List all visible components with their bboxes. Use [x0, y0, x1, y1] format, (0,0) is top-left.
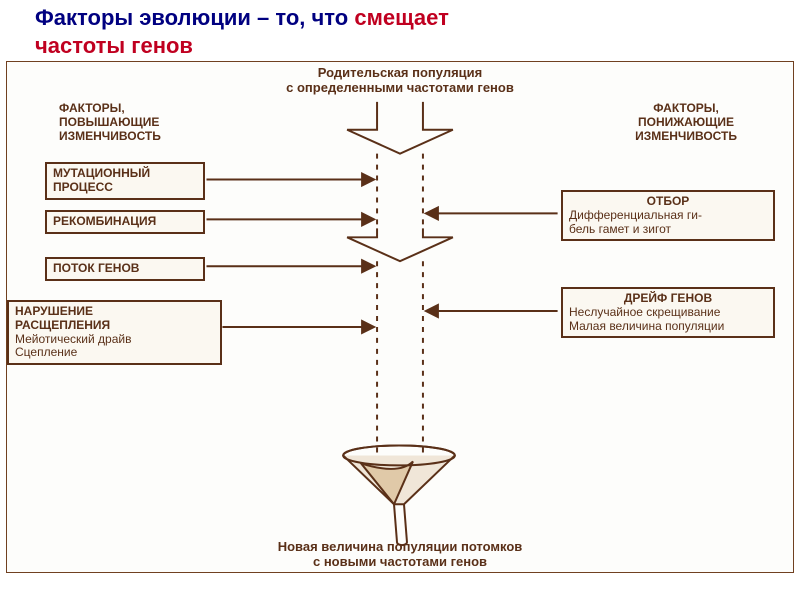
page-title: Факторы эволюции – то, что смещает часто…: [0, 0, 800, 61]
title-plain1: Факторы эволюции: [35, 5, 251, 30]
title-hl1: смещает: [354, 5, 449, 30]
bottom-caption-l2: с новыми частотами генов: [313, 554, 487, 569]
arrows-svg: [7, 62, 793, 572]
bottom-caption: Новая величина популяции потомков с новы…: [7, 540, 793, 570]
diagram-panel: Родительская популяция с определенными ч…: [6, 61, 794, 573]
title-dash: – то, что: [251, 5, 354, 30]
title-hl2: частоты генов: [35, 33, 193, 58]
bottom-caption-l1: Новая величина популяции потомков: [278, 539, 523, 554]
